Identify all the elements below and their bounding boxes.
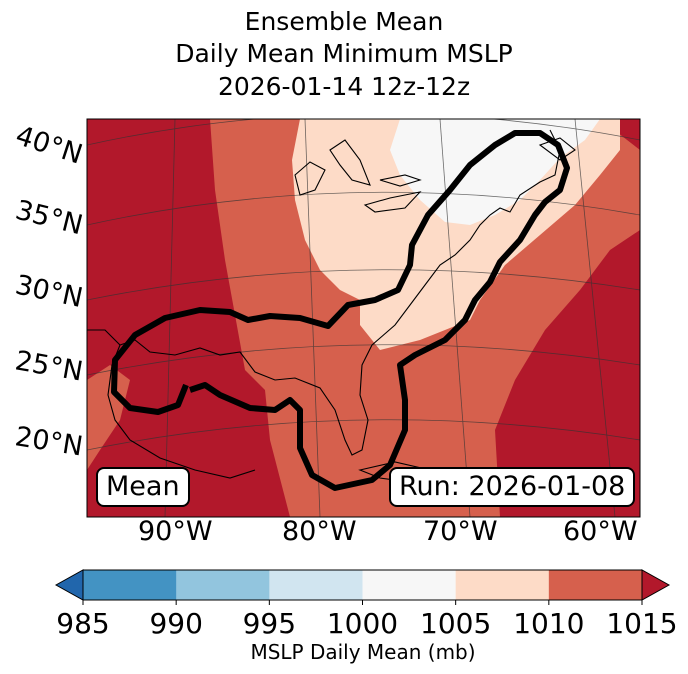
mean-badge: Mean (96, 467, 190, 507)
colorbar-tick-label-1010: 1010 (513, 607, 584, 640)
lat-label-40: 40°N (12, 120, 86, 171)
lat-label-35: 35°N (12, 195, 86, 242)
colorbar-swatch-985 (83, 570, 177, 600)
map-panel: 40°N 35°N 30°N 25°N 20°N 90°W 80°W 70°W … (12, 118, 641, 547)
colorbar-swatch-1010 (548, 570, 643, 600)
lat-label-30: 30°N (13, 270, 86, 314)
lon-label-80w: 80°W (282, 516, 357, 547)
colorbar-swatch-1000 (362, 570, 457, 600)
lat-label-25: 25°N (13, 345, 85, 387)
lon-label-60w: 60°W (563, 516, 638, 547)
graticule (87, 119, 640, 517)
colorbar-extend-high (641, 569, 671, 601)
colorbar-tick-label-985: 985 (56, 607, 109, 640)
colorbar-swatch-1005 (455, 570, 550, 600)
colorbar-tick-label-990: 990 (149, 607, 202, 640)
colorbar-extend-low (54, 569, 84, 601)
map-frame (86, 118, 641, 518)
lon-label-70w: 70°W (423, 516, 498, 547)
colorbar-label: MSLP Daily Mean (mb) (250, 640, 476, 664)
colorbar-swatch-990 (176, 570, 270, 600)
colorbar: 985 990 995 1000 1005 1010 1015 (54, 569, 678, 640)
lon-label-90w: 90°W (138, 516, 213, 547)
field-1010-1015-west (87, 365, 130, 470)
colorbar-tick-label-1000: 1000 (327, 607, 398, 640)
map-title-line-2: Daily Mean Minimum MSLP (175, 39, 513, 68)
map-field (87, 119, 640, 517)
mslp-contour (111, 130, 570, 491)
colorbar-tick-label-1005: 1005 (420, 607, 491, 640)
colorbar-tick-label-995: 995 (243, 607, 296, 640)
map-title-line-1: Ensemble Mean (244, 7, 444, 36)
run-date-badge: Run: 2026-01-08 (389, 467, 636, 507)
lat-label-20: 20°N (13, 421, 85, 462)
colorbar-tick-label-1015: 1015 (606, 607, 677, 640)
map-title-line-3: 2026-01-14 12z-12z (217, 72, 471, 101)
colorbar-swatch-995 (269, 570, 363, 600)
